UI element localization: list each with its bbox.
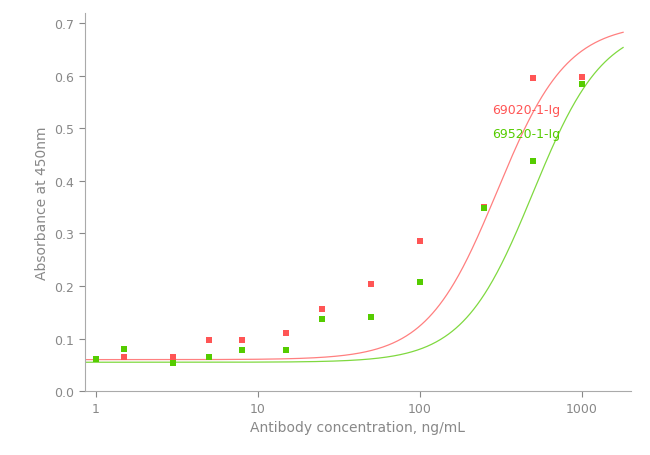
X-axis label: Antibody concentration, ng/mL: Antibody concentration, ng/mL xyxy=(250,420,465,434)
Text: 69520-1-Ig: 69520-1-Ig xyxy=(492,128,560,141)
Y-axis label: Absorbance at 450nm: Absorbance at 450nm xyxy=(34,126,49,279)
Text: 69020-1-Ig: 69020-1-Ig xyxy=(492,104,560,117)
